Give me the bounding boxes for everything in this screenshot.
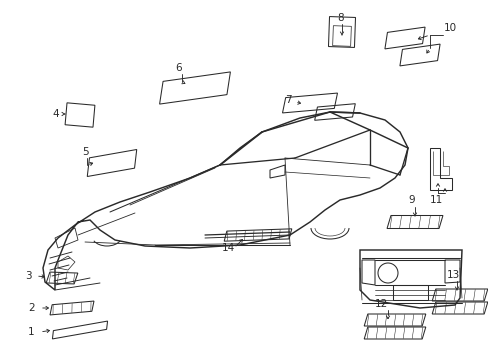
Text: 7: 7: [285, 95, 291, 105]
Text: 11: 11: [429, 195, 442, 205]
Text: 12: 12: [374, 299, 387, 309]
Text: 3: 3: [25, 271, 32, 281]
Text: 5: 5: [82, 147, 88, 157]
Text: 13: 13: [446, 270, 459, 280]
Text: 2: 2: [28, 303, 35, 313]
Text: 14: 14: [222, 243, 235, 253]
Text: 10: 10: [443, 23, 456, 33]
Text: 8: 8: [336, 13, 343, 23]
Text: 4: 4: [52, 109, 59, 119]
Text: 6: 6: [175, 63, 181, 73]
Text: 9: 9: [407, 195, 414, 205]
Text: 1: 1: [28, 327, 35, 337]
